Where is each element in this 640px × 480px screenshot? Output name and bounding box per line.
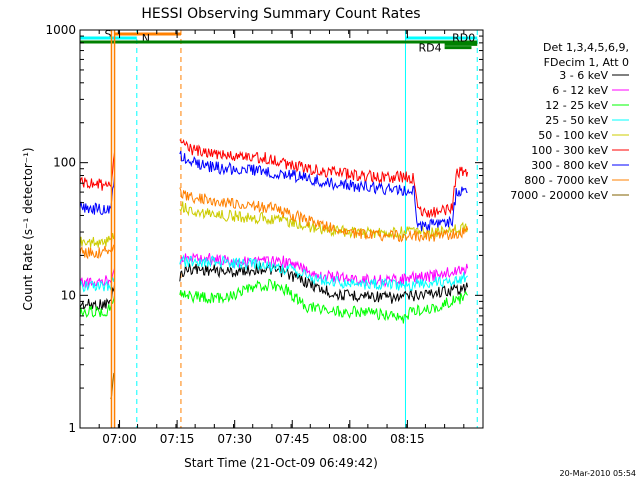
series-line <box>179 254 468 292</box>
x-tick-label: 07:00 <box>102 432 137 446</box>
flag-label: RD0 <box>452 31 475 44</box>
series-line <box>79 175 115 216</box>
legend-label: 3 - 6 keV <box>559 69 608 82</box>
flag-label: RD4 <box>418 42 441 55</box>
series-line <box>179 138 469 218</box>
legend-label: 7000 - 20000 keV <box>510 189 608 202</box>
y-tick-label: 1 <box>68 421 76 435</box>
legend-header: FDecim 1, Att 0 <box>544 56 629 69</box>
legend-label: 25 - 50 keV <box>545 114 608 127</box>
series-line <box>79 244 115 260</box>
plot-area: S N RD0 RD4 <box>79 28 478 428</box>
series-line <box>79 275 115 293</box>
legend-label: 100 - 300 keV <box>531 144 608 157</box>
series-line <box>179 262 469 304</box>
plot-frame <box>79 29 484 429</box>
series-line <box>79 233 115 248</box>
x-axis: 07:00 07:15 07:30 07:45 08:00 08:15 <box>79 30 484 446</box>
series-line <box>79 152 115 191</box>
series-line <box>79 295 115 318</box>
series-line <box>179 252 469 288</box>
series-line <box>179 150 468 232</box>
legend-label: 50 - 100 keV <box>538 129 608 142</box>
x-tick-label: 07:15 <box>160 432 195 446</box>
y-axis: 1 10 100 1000 <box>45 23 483 435</box>
x-tick-label: 07:45 <box>275 432 310 446</box>
flag-label: S <box>105 28 112 41</box>
series-line <box>79 268 115 289</box>
y-tick-label: 1000 <box>45 23 76 37</box>
legend-label: 300 - 800 keV <box>531 159 608 172</box>
series-line <box>179 187 469 243</box>
x-tick-label: 07:30 <box>217 432 252 446</box>
x-tick-label: 08:00 <box>333 432 368 446</box>
x-axis-label: Start Time (21-Oct-09 06:49:42) <box>184 456 378 470</box>
series-line <box>179 278 468 324</box>
y-axis-label: Count Rate (s⁻¹ detector⁻¹) <box>21 147 35 310</box>
legend-label: 800 - 7000 keV <box>524 174 608 187</box>
chart-title: HESSI Observing Summary Count Rates <box>141 6 420 22</box>
legend-label: 6 - 12 keV <box>552 84 608 97</box>
legend-header: Det 1,3,4,5,6,9, <box>543 41 629 54</box>
x-tick-label: 08:15 <box>390 432 425 446</box>
legend-label: 12 - 25 keV <box>545 99 608 112</box>
flag-label: N <box>142 32 150 45</box>
y-tick-label: 100 <box>53 156 76 170</box>
series-line <box>79 284 115 311</box>
timestamp: 20-Mar-2010 05:54 <box>560 469 637 478</box>
legend: Det 1,3,4,5,6,9, FDecim 1, Att 03 - 6 keV… <box>510 41 629 202</box>
y-tick-label: 10 <box>61 288 76 302</box>
